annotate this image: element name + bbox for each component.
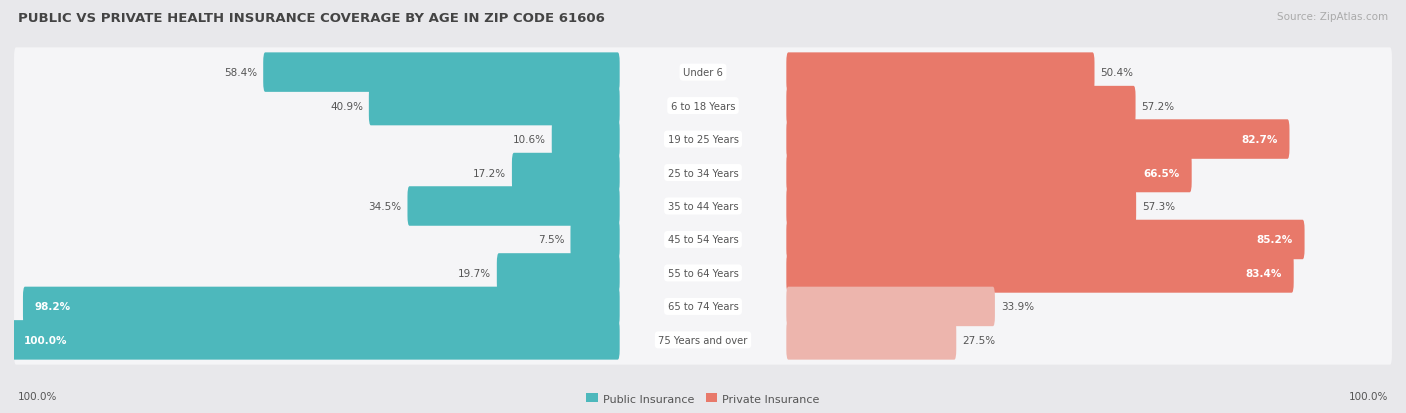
- Text: 34.5%: 34.5%: [368, 202, 402, 211]
- FancyBboxPatch shape: [14, 215, 1392, 265]
- FancyBboxPatch shape: [408, 187, 620, 226]
- Text: Source: ZipAtlas.com: Source: ZipAtlas.com: [1277, 12, 1388, 22]
- Legend: Public Insurance, Private Insurance: Public Insurance, Private Insurance: [582, 389, 824, 408]
- Text: 57.3%: 57.3%: [1142, 202, 1175, 211]
- FancyBboxPatch shape: [13, 320, 620, 360]
- Text: PUBLIC VS PRIVATE HEALTH INSURANCE COVERAGE BY AGE IN ZIP CODE 61606: PUBLIC VS PRIVATE HEALTH INSURANCE COVER…: [18, 12, 605, 25]
- FancyBboxPatch shape: [14, 48, 1392, 97]
- Text: Under 6: Under 6: [683, 68, 723, 78]
- FancyBboxPatch shape: [786, 254, 1294, 293]
- Text: 19.7%: 19.7%: [458, 268, 491, 278]
- Text: 100.0%: 100.0%: [24, 335, 67, 345]
- Text: 10.6%: 10.6%: [513, 135, 546, 145]
- Text: 27.5%: 27.5%: [962, 335, 995, 345]
- Text: 75 Years and over: 75 Years and over: [658, 335, 748, 345]
- FancyBboxPatch shape: [14, 182, 1392, 231]
- Text: 98.2%: 98.2%: [35, 301, 70, 312]
- Text: 35 to 44 Years: 35 to 44 Years: [668, 202, 738, 211]
- FancyBboxPatch shape: [571, 220, 620, 260]
- Text: 17.2%: 17.2%: [472, 168, 506, 178]
- Text: 25 to 34 Years: 25 to 34 Years: [668, 168, 738, 178]
- Text: 50.4%: 50.4%: [1101, 68, 1133, 78]
- Text: 58.4%: 58.4%: [224, 68, 257, 78]
- FancyBboxPatch shape: [551, 120, 620, 159]
- FancyBboxPatch shape: [368, 87, 620, 126]
- Text: 7.5%: 7.5%: [538, 235, 565, 245]
- FancyBboxPatch shape: [14, 148, 1392, 198]
- Text: 55 to 64 Years: 55 to 64 Years: [668, 268, 738, 278]
- FancyBboxPatch shape: [786, 153, 1192, 193]
- Text: 100.0%: 100.0%: [1348, 391, 1388, 401]
- FancyBboxPatch shape: [786, 220, 1305, 260]
- FancyBboxPatch shape: [786, 287, 995, 326]
- FancyBboxPatch shape: [263, 53, 620, 93]
- FancyBboxPatch shape: [14, 249, 1392, 298]
- Text: 33.9%: 33.9%: [1001, 301, 1033, 312]
- Text: 83.4%: 83.4%: [1246, 268, 1282, 278]
- FancyBboxPatch shape: [22, 287, 620, 326]
- Text: 45 to 54 Years: 45 to 54 Years: [668, 235, 738, 245]
- FancyBboxPatch shape: [14, 82, 1392, 131]
- Text: 57.2%: 57.2%: [1142, 101, 1174, 112]
- FancyBboxPatch shape: [786, 320, 956, 360]
- Text: 85.2%: 85.2%: [1257, 235, 1292, 245]
- FancyBboxPatch shape: [14, 282, 1392, 331]
- FancyBboxPatch shape: [512, 153, 620, 193]
- Text: 100.0%: 100.0%: [18, 391, 58, 401]
- FancyBboxPatch shape: [14, 115, 1392, 164]
- Text: 66.5%: 66.5%: [1143, 168, 1180, 178]
- FancyBboxPatch shape: [786, 187, 1136, 226]
- FancyBboxPatch shape: [14, 316, 1392, 365]
- Text: 40.9%: 40.9%: [330, 101, 363, 112]
- Text: 82.7%: 82.7%: [1241, 135, 1278, 145]
- FancyBboxPatch shape: [496, 254, 620, 293]
- FancyBboxPatch shape: [786, 120, 1289, 159]
- Text: 6 to 18 Years: 6 to 18 Years: [671, 101, 735, 112]
- Text: 65 to 74 Years: 65 to 74 Years: [668, 301, 738, 312]
- Text: 19 to 25 Years: 19 to 25 Years: [668, 135, 738, 145]
- FancyBboxPatch shape: [786, 53, 1094, 93]
- FancyBboxPatch shape: [786, 87, 1136, 126]
